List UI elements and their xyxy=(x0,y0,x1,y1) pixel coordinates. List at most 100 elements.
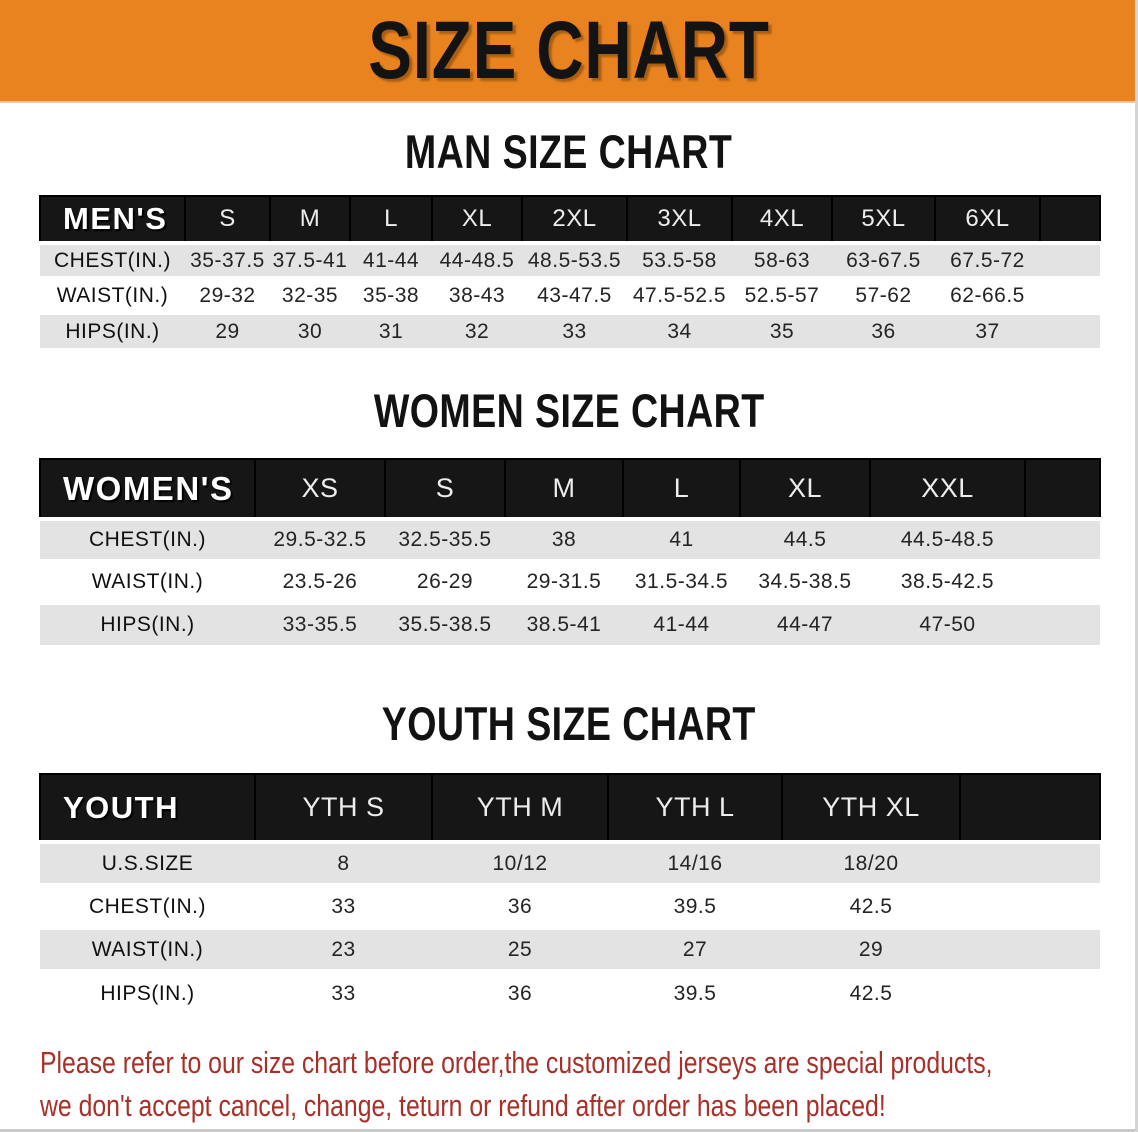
filler-cell xyxy=(960,926,1100,971)
filler-cell xyxy=(1025,517,1100,561)
header-cell: 2XL xyxy=(521,195,628,244)
value-cell: 44.5-48.5 xyxy=(870,517,1025,561)
header-cell: XS xyxy=(254,458,386,520)
youth-size-chart-heading-text: YOUTH SIZE CHART xyxy=(381,697,757,750)
mens-header-row: MEN'S S M L XL 2XL 3XL 4XL 5XL 6XL xyxy=(39,195,1101,244)
header-cell: YTH L xyxy=(607,773,783,843)
value-cell: 35 xyxy=(732,311,832,348)
label-cell: WAIST(IN.) xyxy=(40,559,255,603)
value-cell: 43-47.5 xyxy=(522,276,627,313)
womens-size-table: WOMEN'S XS S M L XL XXL CHEST(IN.) 29.5-… xyxy=(39,458,1101,645)
disclaimer-line-1: Please refer to our size chart before or… xyxy=(40,1045,993,1080)
label-cell: U.S.SIZE xyxy=(40,840,255,885)
womens-header-label: WOMEN'S xyxy=(39,458,256,520)
value-cell: 33 xyxy=(255,883,432,928)
value-cell: 10/12 xyxy=(432,840,608,885)
label-cell: CHEST(IN.) xyxy=(40,241,185,278)
value-cell: 35-37.5 xyxy=(185,241,270,278)
header-cell: 6XL xyxy=(934,195,1041,244)
women-size-chart-heading: WOMEN SIZE CHART xyxy=(0,386,1138,436)
value-cell: 32.5-35.5 xyxy=(385,517,505,561)
header-filler xyxy=(1039,195,1101,244)
table-row: U.S.SIZE 8 10/12 14/16 18/20 xyxy=(40,840,1100,885)
header-cell: YTH S xyxy=(254,773,433,843)
value-cell: 47-50 xyxy=(870,601,1025,645)
value-cell: 29 xyxy=(782,926,960,971)
disclaimer-line-2: we don't accept cancel, change, teturn o… xyxy=(40,1088,886,1123)
value-cell: 8 xyxy=(255,840,432,885)
value-cell: 36 xyxy=(832,311,935,348)
header-cell: YTH XL xyxy=(781,773,961,843)
value-cell: 30 xyxy=(270,311,350,348)
header-cell: YTH M xyxy=(431,773,609,843)
header-filler xyxy=(959,773,1101,843)
header-cell: 4XL xyxy=(731,195,833,244)
youth-size-chart-heading: YOUTH SIZE CHART xyxy=(0,699,1138,749)
label-cell: HIPS(IN.) xyxy=(40,601,255,645)
size-chart-banner: SIZE CHART xyxy=(0,0,1138,103)
value-cell: 41-44 xyxy=(623,601,740,645)
value-cell: 31.5-34.5 xyxy=(623,559,740,603)
filler-cell xyxy=(1040,311,1100,348)
value-cell: 38 xyxy=(505,517,623,561)
table-row: CHEST(IN.) 33 36 39.5 42.5 xyxy=(40,883,1100,928)
value-cell: 39.5 xyxy=(608,969,782,1014)
table-row: CHEST(IN.) 29.5-32.5 32.5-35.5 38 41 44.… xyxy=(40,517,1100,561)
mens-size-table: MEN'S S M L XL 2XL 3XL 4XL 5XL 6XL CHEST… xyxy=(39,195,1101,348)
value-cell: 25 xyxy=(432,926,608,971)
header-cell: L xyxy=(349,195,433,244)
label-cell: HIPS(IN.) xyxy=(40,311,185,348)
filler-cell xyxy=(1025,559,1100,603)
value-cell: 38.5-42.5 xyxy=(870,559,1025,603)
table-row: WAIST(IN.) 23 25 27 29 xyxy=(40,926,1100,971)
table-row: CHEST(IN.) 35-37.5 37.5-41 41-44 44-48.5… xyxy=(40,241,1100,278)
value-cell: 44-47 xyxy=(740,601,870,645)
label-cell: CHEST(IN.) xyxy=(40,883,255,928)
label-cell: HIPS(IN.) xyxy=(40,969,255,1014)
value-cell: 34.5-38.5 xyxy=(740,559,870,603)
table-row: HIPS(IN.) 33-35.5 35.5-38.5 38.5-41 41-4… xyxy=(40,601,1100,645)
value-cell: 29.5-32.5 xyxy=(255,517,385,561)
header-cell: 3XL xyxy=(626,195,733,244)
header-cell: L xyxy=(622,458,741,520)
value-cell: 33 xyxy=(255,969,432,1014)
header-cell: M xyxy=(269,195,351,244)
value-cell: 41-44 xyxy=(350,241,432,278)
youth-header-label: YOUTH xyxy=(39,773,256,843)
table-row: WAIST(IN.) 29-32 32-35 35-38 38-43 43-47… xyxy=(40,276,1100,313)
value-cell: 42.5 xyxy=(782,969,960,1014)
header-cell: S xyxy=(384,458,506,520)
header-cell: S xyxy=(184,195,271,244)
value-cell: 33 xyxy=(522,311,627,348)
man-size-chart-heading: MAN SIZE CHART xyxy=(0,127,1138,177)
value-cell: 38-43 xyxy=(432,276,522,313)
value-cell: 53.5-58 xyxy=(627,241,732,278)
youth-size-table: YOUTH YTH S YTH M YTH L YTH XL U.S.SIZE … xyxy=(39,773,1101,1014)
value-cell: 37.5-41 xyxy=(270,241,350,278)
man-size-chart-heading-text: MAN SIZE CHART xyxy=(405,125,733,178)
header-filler xyxy=(1024,458,1101,520)
value-cell: 29-31.5 xyxy=(505,559,623,603)
value-cell: 35-38 xyxy=(350,276,432,313)
value-cell: 33-35.5 xyxy=(255,601,385,645)
value-cell: 62-66.5 xyxy=(935,276,1040,313)
value-cell: 63-67.5 xyxy=(832,241,935,278)
youth-header-row: YOUTH YTH S YTH M YTH L YTH XL xyxy=(39,773,1101,843)
value-cell: 39.5 xyxy=(608,883,782,928)
value-cell: 44.5 xyxy=(740,517,870,561)
value-cell: 38.5-41 xyxy=(505,601,623,645)
value-cell: 26-29 xyxy=(385,559,505,603)
filler-cell xyxy=(960,969,1100,1014)
value-cell: 35.5-38.5 xyxy=(385,601,505,645)
value-cell: 32-35 xyxy=(270,276,350,313)
filler-cell xyxy=(1025,601,1100,645)
table-row: HIPS(IN.) 33 36 39.5 42.5 xyxy=(40,969,1100,1014)
header-cell: 5XL xyxy=(831,195,936,244)
value-cell: 41 xyxy=(623,517,740,561)
header-cell: XL xyxy=(431,195,523,244)
label-cell: WAIST(IN.) xyxy=(40,276,185,313)
value-cell: 67.5-72 xyxy=(935,241,1040,278)
value-cell: 36 xyxy=(432,969,608,1014)
value-cell: 32 xyxy=(432,311,522,348)
value-cell: 27 xyxy=(608,926,782,971)
